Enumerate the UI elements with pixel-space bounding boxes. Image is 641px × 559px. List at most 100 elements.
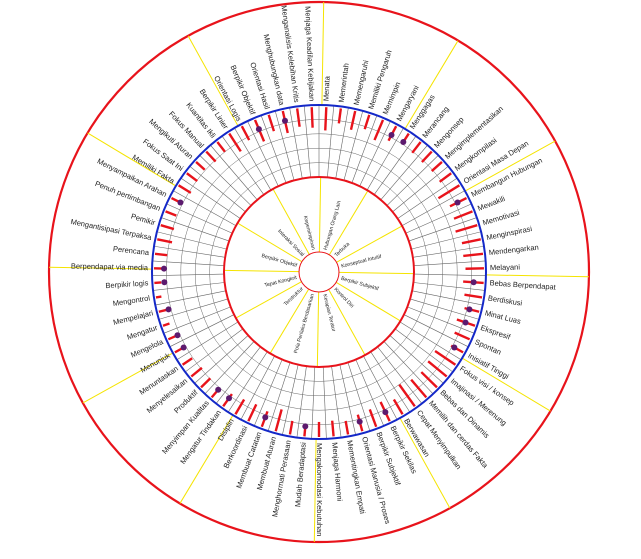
trait-label: Menata — [322, 75, 332, 101]
trait-bar — [363, 114, 371, 130]
grid-spoke — [411, 231, 482, 250]
grid-spoke — [173, 190, 237, 226]
trait-bar — [392, 398, 404, 415]
grid-spoke — [380, 144, 428, 201]
sector-divider — [485, 274, 589, 278]
trait-label: Pemikir — [130, 212, 157, 228]
inner-red-ring — [223, 176, 415, 368]
trait-bar — [398, 383, 416, 408]
trait-label: Menjaga Keadilan Kebijakan — [303, 6, 316, 101]
sector-divider — [82, 352, 174, 404]
grid-spoke — [397, 177, 458, 219]
trait-bar — [288, 420, 294, 435]
grid-spoke — [215, 346, 261, 404]
sector-divider — [461, 357, 551, 412]
trait-bar — [434, 349, 457, 366]
trait-label: Bebas Berpendapat — [489, 278, 557, 291]
trait-bar — [240, 125, 251, 141]
trait-label: Ekspresif — [479, 323, 512, 342]
group-label: Interaksi Sosial — [276, 228, 305, 257]
group-label: Berpikir Objektif — [261, 253, 298, 269]
trait-label: Berdiskusi — [487, 293, 523, 307]
blue-ring — [151, 104, 487, 440]
grid-spoke — [253, 359, 283, 427]
trait-bar — [186, 172, 198, 182]
grid-spoke — [234, 127, 272, 191]
trait-bar — [368, 409, 378, 428]
grid-spoke — [389, 335, 444, 384]
grid-spoke — [156, 231, 227, 250]
grid-spoke — [355, 359, 385, 427]
grid-spoke — [296, 366, 307, 438]
grid-spoke — [210, 144, 258, 201]
trait-dot — [180, 344, 187, 351]
grid-spoke — [260, 115, 287, 183]
grid-spoke — [386, 155, 439, 206]
trait-bar — [154, 252, 168, 257]
grid-spoke — [247, 120, 279, 187]
group-label: Berpikir Subjektif — [340, 276, 380, 293]
trait-bar — [427, 360, 448, 378]
grid-spoke — [169, 314, 235, 348]
trait-bar — [274, 409, 283, 432]
grid-spoke — [413, 282, 486, 291]
grid-spoke — [194, 335, 249, 384]
grid-spoke — [221, 135, 265, 195]
grid-spoke — [413, 260, 486, 266]
group-label: Pola Perilaku Berdasarkan — [293, 293, 316, 354]
grid-spoke — [403, 314, 469, 348]
sector-divider — [464, 140, 556, 192]
trait-bar — [155, 295, 162, 299]
trait-dot — [451, 344, 458, 351]
trait-bar — [454, 331, 471, 341]
grid-spoke — [322, 366, 327, 439]
grid-spoke — [359, 120, 391, 187]
group-label: Hubungan Orang Lain — [323, 200, 343, 251]
grid-spoke — [267, 362, 291, 432]
trait-bar — [160, 224, 175, 231]
trait-bar — [349, 110, 357, 130]
sector-divider — [179, 414, 234, 504]
trait-label: Menjaga Harmoni — [330, 442, 344, 502]
sector-divider — [404, 40, 459, 130]
trait-bar — [411, 141, 422, 154]
trait-bar — [463, 252, 484, 258]
grid-spoke — [311, 366, 316, 439]
trait-bar — [158, 308, 168, 313]
grid-spoke — [166, 203, 233, 234]
trait-label: Memotivasi — [482, 208, 521, 227]
trait-dot — [161, 265, 168, 272]
trait-bar — [430, 161, 443, 172]
trait-label: Mendengarkan — [488, 243, 539, 257]
trait-bar — [310, 107, 314, 128]
inner-divider — [272, 188, 310, 255]
trait-bar — [190, 366, 203, 378]
inner-divider — [338, 271, 414, 275]
grid-spoke — [335, 107, 349, 179]
grid-spoke — [176, 321, 239, 360]
grid-spoke — [185, 328, 244, 373]
grid-spoke — [412, 245, 485, 258]
trait-bar — [410, 378, 428, 399]
grid-spoke — [163, 306, 231, 334]
trait-bar — [165, 210, 177, 217]
grid-spoke — [152, 273, 225, 276]
inner-divider — [328, 190, 369, 256]
grid-spoke — [383, 341, 434, 395]
sector-divider — [49, 266, 153, 270]
grid-spoke — [274, 110, 295, 181]
trait-dot — [302, 423, 309, 430]
trait-dot — [454, 199, 461, 206]
grid-spoke — [161, 217, 230, 242]
grid-spoke — [152, 260, 225, 266]
sector-divider — [313, 438, 317, 542]
trait-bar — [421, 150, 433, 163]
grid-spoke — [347, 362, 371, 432]
trait-dot — [165, 306, 172, 313]
grid-spoke — [189, 166, 246, 213]
trait-bar — [324, 107, 328, 131]
grid-spoke — [401, 190, 465, 226]
trait-bar — [464, 293, 483, 299]
trait-dot — [466, 306, 473, 313]
